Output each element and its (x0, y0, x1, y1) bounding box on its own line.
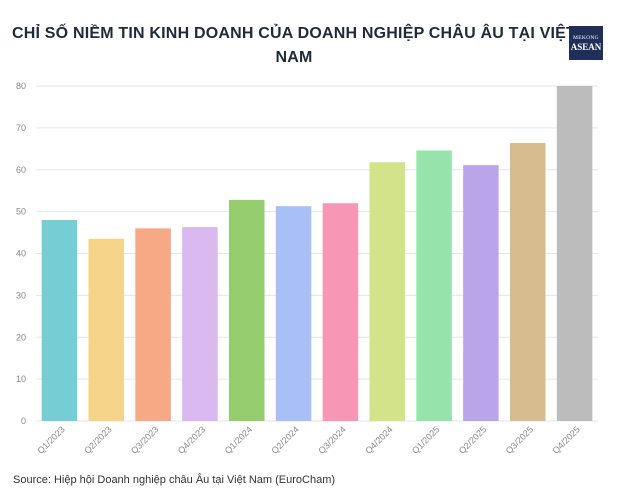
x-tick-label: Q2/2024 (270, 424, 301, 455)
x-tick-label: Q4/2024 (363, 424, 394, 455)
bar-Q4-2024 (369, 162, 405, 421)
bar-Q2-2025 (463, 165, 499, 421)
x-tick-label: Q1/2024 (223, 424, 254, 455)
y-tick-labels: 0 10 20 30 40 50 60 70 80 (16, 81, 26, 426)
bar-Q2-2023 (88, 238, 124, 421)
bars (41, 86, 593, 422)
bar-Q4-2023 (182, 227, 218, 421)
bar-Q2-2024 (275, 206, 312, 421)
x-tick-label: Q4/2025 (551, 424, 582, 455)
y-tick-label: 30 (16, 290, 26, 300)
y-tick-label: 0 (21, 416, 26, 426)
x-tick-label: Q2/2023 (82, 424, 113, 455)
y-tick-label: 70 (16, 123, 26, 133)
x-tick-label: Q3/2023 (129, 424, 160, 455)
x-tick-label: Q1/2023 (35, 424, 66, 455)
source-note: Source: Hiệp hội Doanh nghiệp châu Âu tạ… (13, 474, 336, 486)
bar-Q4-2025 (556, 86, 593, 421)
bar-Q3-2025 (510, 142, 546, 421)
y-tick-label: 10 (16, 374, 26, 384)
y-tick-label: 80 (16, 81, 26, 91)
y-tick-label: 20 (16, 332, 26, 342)
y-tick-label: 50 (16, 207, 26, 217)
logo-line-2: ASEAN (570, 41, 602, 52)
bar-Q1-2023 (41, 220, 78, 421)
x-tick-label: Q3/2024 (316, 424, 347, 455)
x-tick-label: Q4/2023 (176, 424, 207, 455)
grid-layer (36, 85, 598, 422)
y-tick-label: 60 (16, 165, 26, 175)
bar-Q1-2025 (416, 150, 452, 422)
bar-Q1-2024 (229, 199, 265, 421)
chart-title: CHỈ SỐ NIỀM TIN KINH DOANH CỦA DOANH NGH… (11, 25, 576, 66)
x-tick-label: Q2/2025 (457, 424, 488, 455)
x-tick-label: Q1/2025 (410, 424, 441, 455)
bar-Q3-2024 (322, 203, 359, 421)
x-tick-labels: Q1/2023 Q2/2023 Q3/2023 Q4/2023 Q1/2024 Q2/20… (35, 424, 582, 455)
logo-line-1: MEKONG (573, 34, 599, 41)
bar-Q3-2023 (135, 228, 171, 421)
brand-logo: MEKONG ASEAN (569, 26, 603, 60)
y-tick-label: 40 (16, 249, 26, 259)
x-tick-label: Q3/2025 (504, 424, 535, 455)
